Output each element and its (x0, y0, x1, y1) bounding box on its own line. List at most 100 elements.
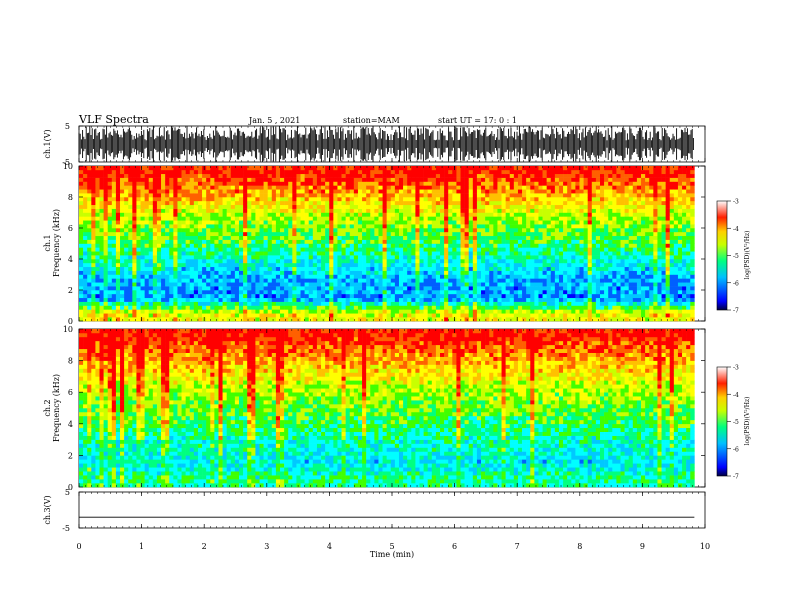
spectrogram-cell (448, 212, 453, 217)
spectrogram-cell (107, 212, 113, 217)
spectrogram-cell (120, 231, 125, 237)
spectrogram-cell (202, 274, 207, 279)
spectrogram-cell (124, 220, 129, 225)
spectrogram-cell (345, 177, 351, 182)
spectrogram-cell (325, 259, 330, 264)
spectrogram-cell (243, 239, 248, 244)
spectrogram-cell (509, 266, 515, 271)
spectrogram-cell (542, 220, 547, 225)
spectrogram-cell (329, 247, 334, 252)
spectrogram-cell (107, 282, 113, 287)
spectrogram-cell (128, 200, 133, 206)
spectrogram-cell (275, 200, 281, 206)
spectrogram-cell (435, 266, 441, 271)
spectrogram-cell (390, 251, 396, 256)
spectrogram-cell (87, 255, 92, 260)
spectrogram-cell (124, 305, 129, 310)
spectrogram-cell (497, 251, 502, 256)
spectrogram-cell (440, 282, 445, 287)
spectrogram-cell (321, 274, 326, 279)
spectrogram-cell (95, 177, 100, 182)
spectrogram-cell (374, 262, 379, 268)
spectrogram-cell (214, 177, 219, 182)
spectrogram-cell (259, 200, 264, 206)
spectrogram-cell (407, 216, 412, 221)
spectrogram-cell (349, 290, 355, 295)
spectrogram-cell (357, 290, 363, 295)
spectrogram-cell (542, 251, 547, 256)
spectrogram-cell (321, 208, 326, 213)
spectrogram-cell (140, 197, 145, 202)
spectrogram-cell (304, 185, 310, 190)
spectrogram-cell (558, 166, 564, 171)
spectrogram-cell (464, 274, 470, 279)
spectrogram-cell (456, 231, 461, 237)
spectrogram-cell (312, 243, 318, 248)
spectrogram-cell (522, 251, 527, 256)
spectrogram-cell (218, 259, 223, 264)
spectrogram-cell (423, 255, 428, 260)
spectrogram-cell (206, 286, 211, 291)
spectrogram-cell (513, 231, 519, 237)
spectrogram-cell (197, 185, 203, 190)
spectrogram-cell (169, 181, 174, 186)
spectrogram-cell (411, 228, 416, 233)
spectrogram-cell (267, 197, 273, 202)
spectrogram-cell (210, 173, 215, 178)
spectrogram-cell (226, 177, 232, 182)
spectrogram-cell (197, 270, 203, 275)
spectrogram-cell (542, 305, 547, 310)
spectrogram-cell (431, 309, 437, 314)
spectrogram-cell (554, 297, 560, 302)
spectrogram-cell (444, 243, 449, 248)
spectrogram-cell (91, 251, 96, 256)
spectrogram-cell (382, 166, 387, 171)
spectrogram-cell (284, 173, 289, 178)
spectrogram-cell (341, 200, 346, 206)
spectrogram-cell (386, 193, 392, 198)
spectrogram-cell (337, 301, 342, 306)
spectrogram-cell (522, 177, 527, 182)
spectrogram-cell (427, 193, 433, 198)
spectrogram-cell (226, 270, 232, 275)
spectrogram-cell (296, 243, 301, 248)
spectrogram-cell (202, 239, 207, 244)
spectrogram-cell (567, 166, 572, 171)
spectrogram-cell (267, 282, 273, 287)
spectrogram-cell (587, 305, 593, 310)
spectrogram-cell (83, 305, 88, 310)
spectrogram-cell (259, 262, 264, 268)
spectrogram-cell (136, 266, 141, 271)
spectrogram-cell (456, 247, 461, 252)
spectrogram-cell (284, 266, 289, 271)
spectrogram-cell (79, 305, 84, 310)
spectrogram-cell (517, 301, 523, 306)
spectrogram-cell (189, 243, 195, 248)
spectrogram-cell (247, 255, 252, 260)
spectrogram-cell (251, 166, 256, 171)
spectrogram-cell (386, 220, 392, 225)
spectrogram-cell (329, 166, 334, 171)
spectrogram-cell (440, 297, 445, 302)
spectrogram-cell (263, 239, 269, 244)
spectrogram-cell (312, 200, 318, 206)
spectrogram-cell (485, 200, 490, 206)
spectrogram-cell (337, 251, 342, 256)
spectrogram-cell (579, 317, 584, 322)
spectrogram-cell (554, 255, 560, 260)
spectrogram-cell (304, 220, 310, 225)
spectrogram-cell (530, 262, 535, 268)
spectrogram-cell (280, 208, 285, 213)
spectrogram-cell (403, 166, 408, 171)
spectrogram-cell (337, 239, 342, 244)
spectrogram-cell (423, 278, 428, 283)
spectrogram-cell (300, 193, 305, 198)
spectrogram-cell (95, 193, 100, 198)
spectrogram-cell (538, 270, 543, 275)
spectrogram-cell (325, 243, 330, 248)
spectrogram-cell (230, 301, 236, 306)
spectrogram-cell (79, 274, 84, 279)
spectrogram-cell (251, 235, 256, 240)
spectrogram-cell (538, 204, 543, 209)
spectrogram-cell (156, 297, 162, 302)
